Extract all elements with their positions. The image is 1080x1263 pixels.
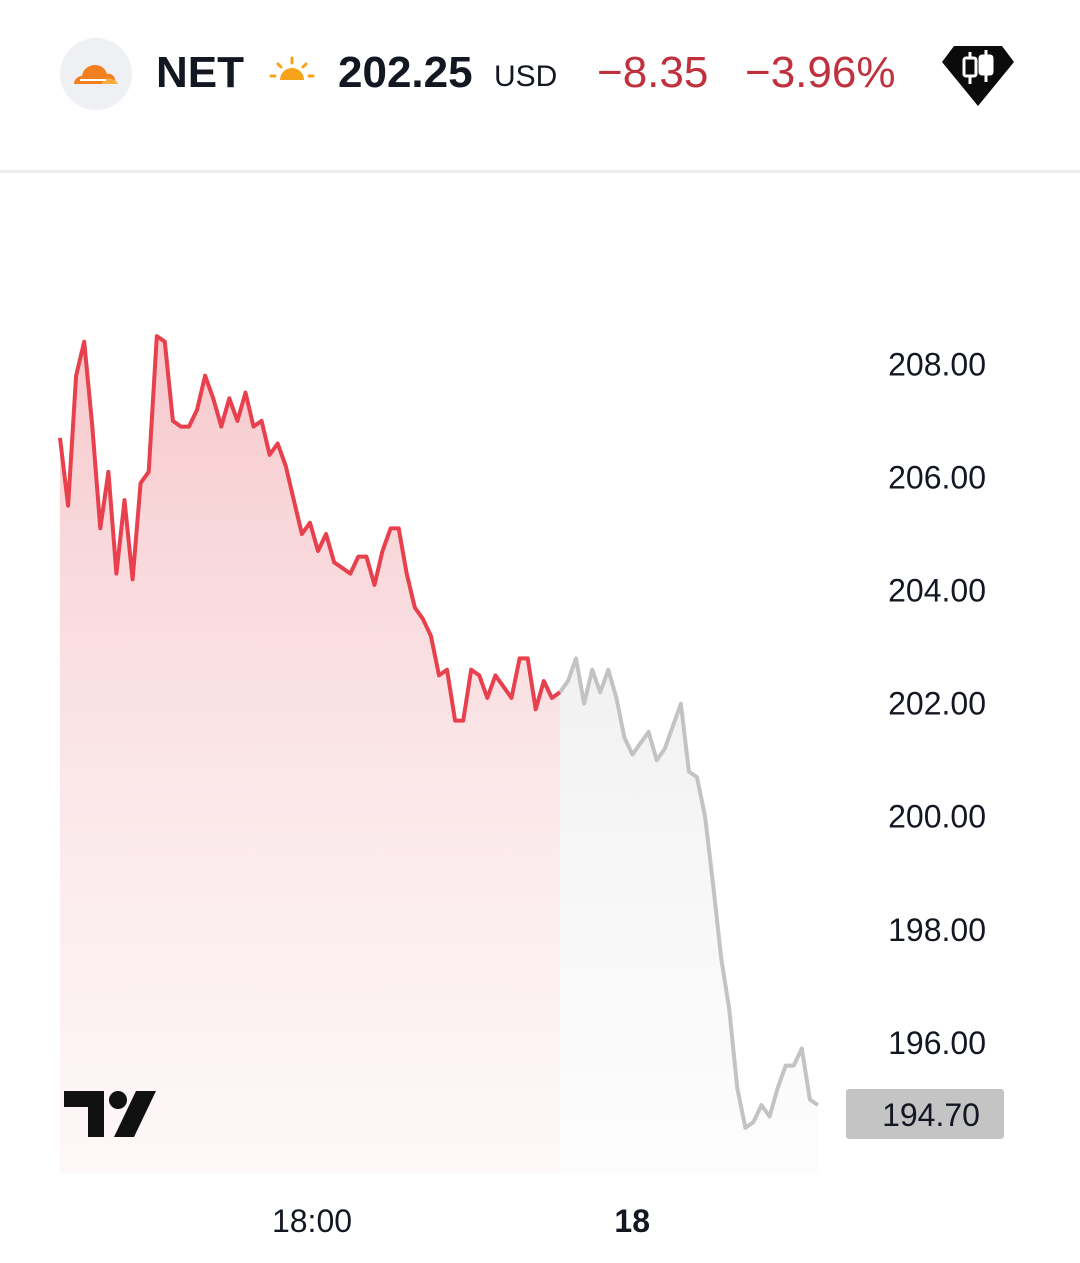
currency-label: USD [494, 60, 558, 93]
extended-session-line [558, 656, 820, 1130]
sunrise-icon [268, 54, 316, 95]
last-price: 202.25 [338, 48, 473, 97]
regular-session-area [60, 336, 560, 1174]
price-chart[interactable]: 208.00 206.00 204.00 202.00 200.00 198.00 196.… [0, 173, 1080, 1263]
y-axis-tick-label: 204.00 [888, 573, 986, 609]
y-axis-tick-label: 208.00 [888, 346, 986, 382]
tradingview-logo[interactable] [64, 1091, 156, 1137]
last-price-tag-label: 194.70 [882, 1097, 980, 1133]
y-axis-tick-label: 196.00 [888, 1025, 986, 1061]
price-change-percent: −3.96% [745, 48, 896, 97]
candlestick-icon[interactable] [938, 40, 1018, 117]
y-axis-tick-label: 202.00 [888, 686, 986, 722]
extended-session-area [559, 658, 818, 1173]
cloudflare-logo-icon[interactable] [60, 38, 132, 110]
regular-session-line [58, 334, 562, 723]
symbol-header: NET 202.25 USD −8.35 −3.96% [0, 0, 1080, 170]
y-axis-tick-label: 206.00 [888, 460, 986, 496]
y-axis-tick-label: 200.00 [888, 799, 986, 835]
x-axis-tick-label: 18:00 [272, 1203, 352, 1239]
price-change: −8.35 [597, 48, 709, 97]
last-price-tag: 194.70 [846, 1089, 1004, 1139]
x-axis-tick-label: 18 [614, 1203, 650, 1239]
y-axis-tick-label: 198.00 [888, 912, 986, 948]
header-divider [0, 170, 1080, 173]
cloud-icon [74, 65, 118, 84]
ticker-symbol: NET [156, 48, 244, 97]
